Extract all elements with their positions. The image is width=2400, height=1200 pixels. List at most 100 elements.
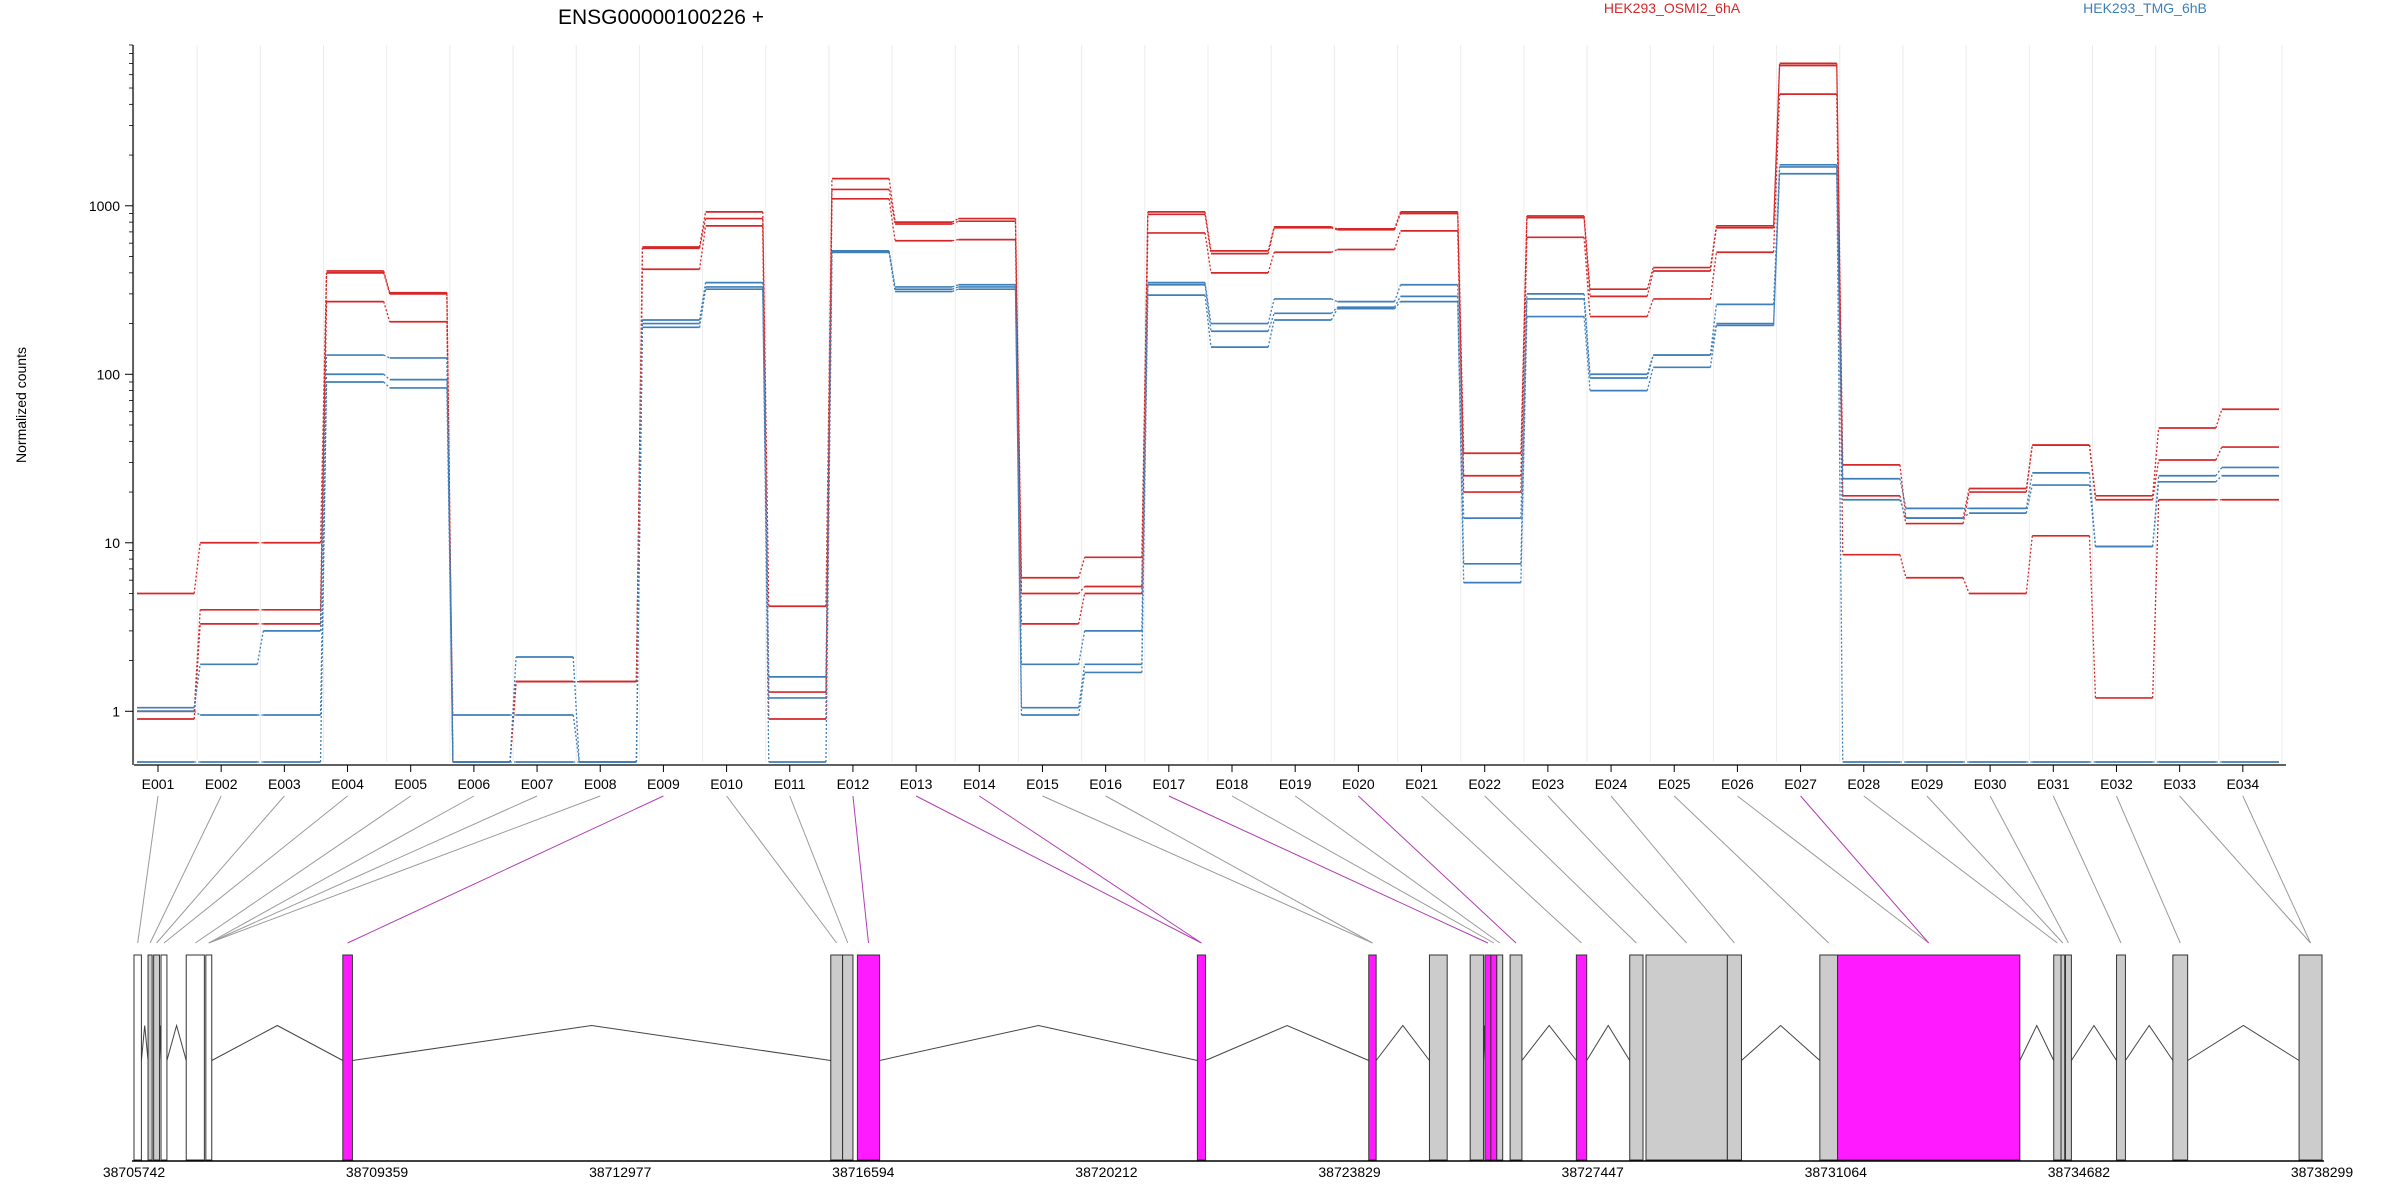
exon-box: [147, 954, 153, 1161]
intron-line: [140, 1025, 149, 1061]
series-joiner: [1520, 237, 1528, 493]
series-joiner: [1078, 557, 1086, 578]
series-joiner: [1078, 672, 1086, 716]
bin-connector-E033: [2179, 795, 2311, 944]
series-joiner: [2088, 535, 2097, 698]
x-tick-label: E028: [1847, 776, 1880, 792]
x-tick-label: E027: [1784, 776, 1817, 792]
x-tick-label: E005: [394, 776, 427, 792]
x-tick-label: E007: [521, 776, 554, 792]
x-tick-label: E012: [837, 776, 870, 792]
bin-connector-E013: [915, 795, 1202, 944]
series-joiner: [1457, 230, 1465, 493]
bin-connector-E031: [2052, 795, 2122, 944]
series-joiner: [1331, 227, 1338, 231]
exon-box: [1509, 954, 1523, 1161]
genomic-tick-label: 38709359: [346, 1164, 409, 1180]
bin-connector-E012: [852, 795, 869, 944]
series-joiner: [952, 238, 959, 242]
exon-box: [342, 954, 353, 1161]
series-joiner: [1962, 488, 1970, 519]
intron-line: [166, 1023, 187, 1061]
series-joiner: [1836, 63, 1844, 465]
series-line-b-5: [137, 172, 2279, 763]
series-joiner: [1267, 298, 1275, 324]
series-joiner: [1141, 232, 1149, 594]
series-joiner: [1141, 295, 1149, 673]
series-joiner: [952, 220, 959, 225]
gene-model: 38705742 38709359 38712977 38716594 38720212…: [103, 954, 2353, 1180]
x-tick-label: E023: [1532, 776, 1565, 792]
exon-box: [205, 954, 213, 1161]
vertical-gridlines: [133, 45, 2283, 762]
series-joiner: [1204, 282, 1212, 324]
x-tick-label: E034: [2226, 776, 2259, 792]
series-joiner: [1204, 295, 1212, 348]
series-joiner: [1078, 664, 1086, 708]
series-joiner: [1204, 232, 1212, 273]
x-tick-label: E020: [1342, 776, 1375, 792]
series-joiner: [1962, 577, 1970, 594]
exon-box: [1469, 954, 1484, 1161]
series-joiner: [2152, 459, 2160, 500]
exon-box: [1629, 954, 1644, 1161]
series-joiner: [1899, 495, 1907, 524]
series-joiner: [698, 218, 707, 249]
series-joiner: [1078, 586, 1086, 594]
series-joiner: [635, 269, 644, 682]
series-joiner: [1899, 499, 1907, 519]
series-joiner: [888, 198, 896, 241]
series-joiner: [1014, 239, 1023, 624]
legend-entry-tmg: HEK293_TMG_6hB: [2083, 0, 2207, 16]
series-joiner: [1836, 164, 1844, 479]
exon-box: [1496, 954, 1504, 1161]
series-joiner: [1836, 94, 1844, 555]
series-joiner: [1772, 65, 1781, 228]
series-joiner: [1267, 227, 1275, 254]
exon-box: [133, 954, 142, 1161]
series-joiner: [319, 271, 328, 543]
series-joiner: [383, 373, 391, 381]
bin-connector-E030: [1989, 795, 2069, 944]
series-joiner: [762, 211, 770, 607]
exon-box: [856, 954, 881, 1161]
series-joiner: [635, 327, 644, 763]
exon-box: [830, 954, 844, 1161]
exon-box: [2298, 954, 2323, 1161]
bin-connector-E003: [156, 795, 285, 944]
exon-box: [1428, 954, 1448, 1161]
series-joiner: [319, 272, 328, 610]
genomic-tick-label: 38731064: [1805, 1164, 1868, 1180]
x-tick-label: E011: [774, 776, 806, 792]
exon-box: [1575, 954, 1588, 1161]
genomic-tick-label: 38712977: [589, 1164, 652, 1180]
series-joiner: [1583, 298, 1591, 379]
series-joiner: [319, 381, 328, 763]
x-tick-label: E003: [268, 776, 301, 792]
y-tick-label: 100: [97, 366, 121, 382]
x-tick-label: E018: [1216, 776, 1249, 792]
series-joiner: [825, 250, 833, 677]
bin-connector-E024: [1610, 795, 1735, 944]
bin-connector-E014: [979, 795, 1202, 944]
series-joiner: [193, 710, 201, 716]
series-joiner: [952, 284, 959, 288]
bin-connector-E001: [137, 795, 159, 944]
exon-box: [1196, 954, 1207, 1161]
intron-line: [2187, 1024, 2300, 1061]
series-joiner: [2025, 484, 2033, 514]
series-joiner: [1393, 284, 1402, 302]
series-joiner: [319, 374, 328, 716]
series-joiner: [2215, 475, 2223, 483]
x-tick-label: E029: [1911, 776, 1944, 792]
y-tick-label: 10: [104, 535, 120, 551]
series-joiner: [1583, 316, 1591, 391]
intron-line: [2125, 1024, 2174, 1061]
exon-box: [2172, 954, 2189, 1161]
series-joiner: [383, 381, 391, 389]
genomic-tick-label: 38723829: [1318, 1164, 1381, 1180]
genomic-tick-label: 38705742: [103, 1164, 166, 1180]
intron-line: [1741, 1024, 1821, 1061]
series-joiner: [1772, 173, 1781, 326]
series-joiner: [1962, 512, 1970, 519]
